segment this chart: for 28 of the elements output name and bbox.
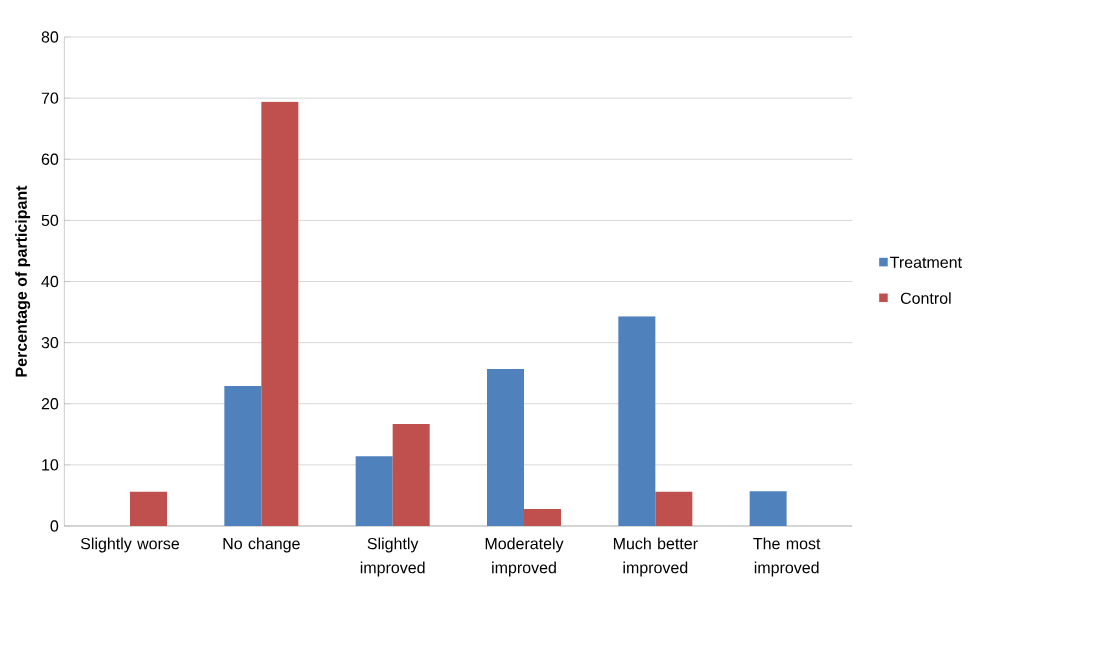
y-tick-label: 50 <box>41 214 59 227</box>
x-tick-label: The most improved <box>753 537 821 577</box>
legend-label: Treatment <box>890 256 962 268</box>
y-tick-label: 0 <box>50 520 59 532</box>
bar <box>749 491 787 526</box>
x-tick-label: Moderately improved <box>485 537 564 577</box>
bar <box>261 101 299 526</box>
y-tick-label: 70 <box>41 92 59 104</box>
x-tick-label: Slightly improved <box>360 537 425 577</box>
legend-label: Control <box>900 292 951 304</box>
y-tick-label: 80 <box>41 31 59 43</box>
y-tick-label: 30 <box>41 336 59 349</box>
x-tick-label: No change <box>223 537 300 553</box>
bar <box>130 491 168 526</box>
y-axis-title: Percentage of participant <box>15 185 31 377</box>
x-tick-label: Slightly worse <box>80 537 180 553</box>
bar <box>524 508 562 526</box>
bar <box>655 491 693 526</box>
y-tick-label: 40 <box>41 275 59 288</box>
bar <box>487 368 525 526</box>
y-tick-label: 20 <box>41 398 59 410</box>
bar <box>392 423 430 526</box>
x-tick-label: Much better improved <box>613 537 698 577</box>
bar <box>618 316 656 526</box>
bar <box>355 456 393 526</box>
bar <box>224 386 262 526</box>
y-tick-label: 60 <box>41 153 59 165</box>
y-tick-label: 10 <box>42 459 59 471</box>
